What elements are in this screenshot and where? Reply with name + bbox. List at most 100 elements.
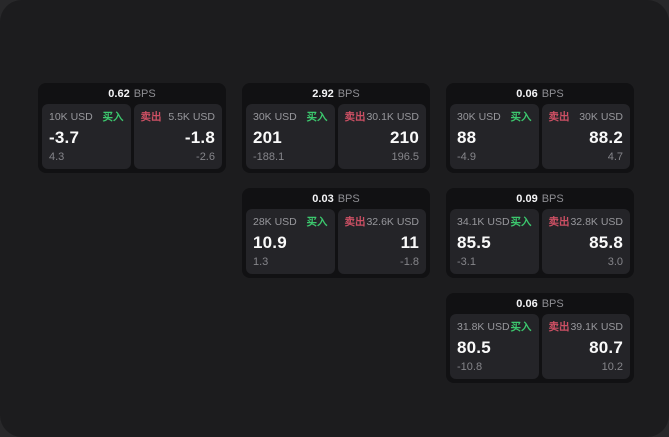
quote-card: 0.06 BPS 31.8K USD 买入 80.5 -10.8 卖出 39.1… bbox=[446, 293, 634, 383]
buy-price: 10.9 bbox=[253, 232, 287, 252]
buy-change: 4.3 bbox=[49, 151, 65, 163]
sell-change: 10.2 bbox=[601, 361, 623, 373]
sell-label: 卖出 bbox=[548, 111, 570, 123]
sell-amount: 39.1K USD bbox=[570, 321, 623, 333]
sell-tile-header: 卖出 32.6K USD bbox=[345, 216, 420, 228]
spread-header: 0.03 BPS bbox=[246, 188, 426, 209]
spread-unit: BPS bbox=[337, 87, 360, 100]
sell-tile-header: 卖出 39.1K USD bbox=[549, 321, 624, 333]
sell-tile[interactable]: 卖出 32.8K USD 85.8 3.0 bbox=[541, 209, 630, 274]
spread-unit: BPS bbox=[337, 192, 360, 205]
sell-price: 80.7 bbox=[589, 337, 623, 357]
sell-label: 卖出 bbox=[140, 111, 162, 123]
spread-header: 0.09 BPS bbox=[450, 188, 630, 209]
buy-label: 买入 bbox=[306, 111, 328, 123]
quote-grid: 0.62 BPS 10K USD 买入 -3.7 4.3 卖出 5.5K USD bbox=[38, 83, 634, 383]
quote-card: 2.92 BPS 30K USD 买入 201 -188.1 卖出 30.1K … bbox=[242, 83, 430, 173]
buy-price: -3.7 bbox=[49, 127, 80, 147]
spread-unit: BPS bbox=[541, 192, 564, 205]
sell-tile[interactable]: 卖出 5.5K USD -1.8 -2.6 bbox=[133, 104, 222, 169]
buy-tile-header: 34.1K USD 买入 bbox=[457, 216, 532, 228]
buy-tile[interactable]: 30K USD 买入 88 -4.9 bbox=[450, 104, 539, 169]
buy-tile[interactable]: 28K USD 买入 10.9 1.3 bbox=[246, 209, 335, 274]
buy-amount: 31.8K USD bbox=[457, 321, 510, 333]
sell-change: 196.5 bbox=[391, 151, 419, 163]
quote-tiles: 31.8K USD 买入 80.5 -10.8 卖出 39.1K USD 80.… bbox=[450, 314, 630, 379]
sell-tile[interactable]: 卖出 30.1K USD 210 196.5 bbox=[337, 104, 426, 169]
buy-label: 买入 bbox=[510, 216, 532, 228]
spread-value: 2.92 bbox=[312, 87, 334, 100]
buy-amount: 34.1K USD bbox=[457, 216, 510, 228]
sell-label: 卖出 bbox=[344, 216, 366, 228]
sell-change: 4.7 bbox=[607, 151, 623, 163]
spread-unit: BPS bbox=[133, 87, 156, 100]
buy-price: 88 bbox=[457, 127, 477, 147]
quote-card: 0.09 BPS 34.1K USD 买入 85.5 -3.1 卖出 32.8K… bbox=[446, 188, 634, 278]
sell-price: 11 bbox=[400, 232, 419, 252]
buy-tile[interactable]: 31.8K USD 买入 80.5 -10.8 bbox=[450, 314, 539, 379]
buy-change: -4.9 bbox=[457, 151, 476, 163]
sell-amount: 5.5K USD bbox=[168, 111, 215, 123]
quote-card: 0.03 BPS 28K USD 买入 10.9 1.3 卖出 32.6K US… bbox=[242, 188, 430, 278]
buy-change: -188.1 bbox=[253, 151, 285, 163]
buy-label: 买入 bbox=[510, 111, 532, 123]
buy-change: 1.3 bbox=[253, 256, 269, 268]
quote-card: 0.06 BPS 30K USD 买入 88 -4.9 卖出 30K USD bbox=[446, 83, 634, 173]
sell-price: 88.2 bbox=[589, 127, 623, 147]
buy-label: 买入 bbox=[306, 216, 328, 228]
buy-tile[interactable]: 10K USD 买入 -3.7 4.3 bbox=[42, 104, 131, 169]
buy-price: 201 bbox=[253, 127, 282, 147]
buy-change: -10.8 bbox=[457, 361, 483, 373]
sell-price: -1.8 bbox=[184, 127, 215, 147]
spread-value: 0.06 bbox=[516, 297, 538, 310]
quote-card: 0.62 BPS 10K USD 买入 -3.7 4.3 卖出 5.5K USD bbox=[38, 83, 226, 173]
buy-price: 85.5 bbox=[457, 232, 491, 252]
buy-amount: 30K USD bbox=[457, 111, 501, 123]
sell-price: 85.8 bbox=[589, 232, 623, 252]
sell-amount: 30K USD bbox=[579, 111, 623, 123]
buy-tile[interactable]: 30K USD 买入 201 -188.1 bbox=[246, 104, 335, 169]
sell-change: -2.6 bbox=[196, 151, 215, 163]
quote-tiles: 34.1K USD 买入 85.5 -3.1 卖出 32.8K USD 85.8… bbox=[450, 209, 630, 274]
sell-tile-header: 卖出 30.1K USD bbox=[345, 111, 420, 123]
quote-tiles: 30K USD 买入 88 -4.9 卖出 30K USD 88.2 4.7 bbox=[450, 104, 630, 169]
quote-tiles: 10K USD 买入 -3.7 4.3 卖出 5.5K USD -1.8 -2.… bbox=[42, 104, 222, 169]
buy-tile-header: 28K USD 买入 bbox=[253, 216, 328, 228]
spread-header: 0.06 BPS bbox=[450, 293, 630, 314]
sell-tile[interactable]: 卖出 30K USD 88.2 4.7 bbox=[541, 104, 630, 169]
sell-tile-header: 卖出 30K USD bbox=[549, 111, 624, 123]
sell-label: 卖出 bbox=[548, 321, 570, 333]
buy-change: -3.1 bbox=[457, 256, 476, 268]
quote-tiles: 28K USD 买入 10.9 1.3 卖出 32.6K USD 11 -1.8 bbox=[246, 209, 426, 274]
sell-label: 卖出 bbox=[344, 111, 366, 123]
spread-header: 0.62 BPS bbox=[42, 83, 222, 104]
sell-tile[interactable]: 卖出 39.1K USD 80.7 10.2 bbox=[541, 314, 630, 379]
sell-tile-header: 卖出 5.5K USD bbox=[141, 111, 216, 123]
buy-tile-header: 30K USD 买入 bbox=[253, 111, 328, 123]
spread-unit: BPS bbox=[541, 87, 564, 100]
sell-change: 3.0 bbox=[607, 256, 623, 268]
buy-amount: 10K USD bbox=[49, 111, 93, 123]
spread-value: 0.62 bbox=[108, 87, 130, 100]
sell-amount: 32.8K USD bbox=[570, 216, 623, 228]
sell-tile[interactable]: 卖出 32.6K USD 11 -1.8 bbox=[337, 209, 426, 274]
buy-tile-header: 31.8K USD 买入 bbox=[457, 321, 532, 333]
buy-amount: 28K USD bbox=[253, 216, 297, 228]
sell-price: 210 bbox=[390, 127, 419, 147]
spread-value: 0.06 bbox=[516, 87, 538, 100]
sell-label: 卖出 bbox=[548, 216, 570, 228]
sell-change: -1.8 bbox=[400, 256, 419, 268]
quote-tiles: 30K USD 买入 201 -188.1 卖出 30.1K USD 210 1… bbox=[246, 104, 426, 169]
buy-amount: 30K USD bbox=[253, 111, 297, 123]
buy-tile-header: 10K USD 买入 bbox=[49, 111, 124, 123]
buy-price: 80.5 bbox=[457, 337, 491, 357]
spread-header: 0.06 BPS bbox=[450, 83, 630, 104]
buy-label: 买入 bbox=[510, 321, 532, 333]
sell-amount: 32.6K USD bbox=[366, 216, 419, 228]
spread-value: 0.03 bbox=[312, 192, 334, 205]
buy-tile[interactable]: 34.1K USD 买入 85.5 -3.1 bbox=[450, 209, 539, 274]
spread-value: 0.09 bbox=[516, 192, 538, 205]
spread-header: 2.92 BPS bbox=[246, 83, 426, 104]
spread-unit: BPS bbox=[541, 297, 564, 310]
